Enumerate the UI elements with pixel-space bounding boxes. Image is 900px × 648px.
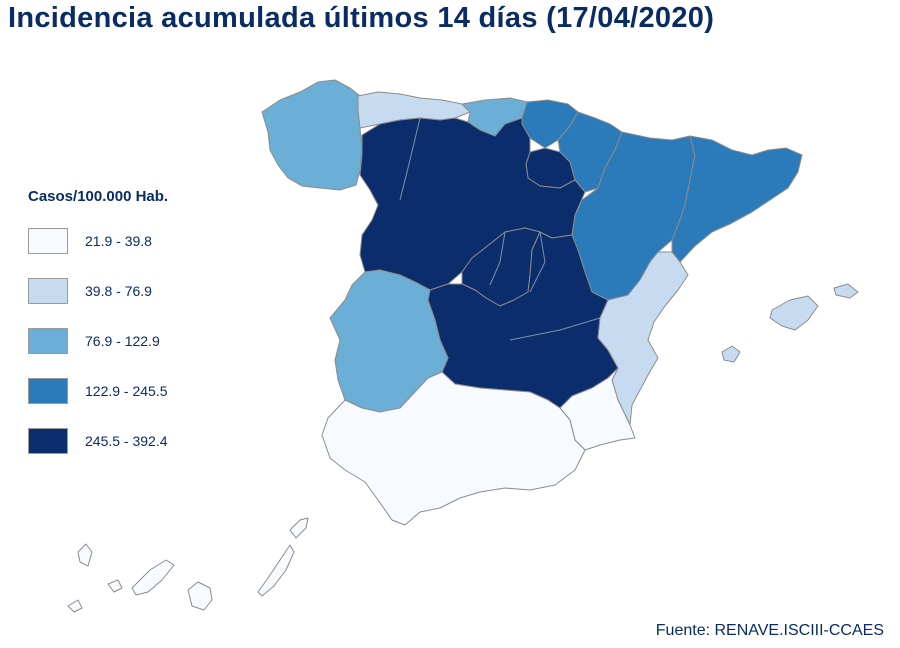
- legend-title: Casos/100.000 Hab.: [28, 188, 169, 205]
- legend-item: 21.9 - 39.8: [28, 227, 248, 255]
- region-fuerteventura[interactable]: [257, 544, 295, 597]
- region-gran-canaria[interactable]: [187, 581, 213, 611]
- region-el-hierro[interactable]: [67, 599, 83, 613]
- source-credit: Fuente: RENAVE.ISCIII-CCAES: [655, 622, 884, 639]
- legend-swatch: [28, 328, 68, 354]
- legend-swatch: [28, 228, 68, 254]
- map-title: Incidencia acumulada últimos 14 días (17…: [8, 2, 715, 34]
- legend-swatch: [28, 378, 68, 404]
- legend-item: 122.9 - 245.5: [28, 377, 248, 405]
- legend-swatch: [28, 428, 68, 454]
- legend-label: 21.9 - 39.8: [85, 233, 152, 249]
- legend-item: 245.5 - 392.4: [28, 427, 248, 455]
- region-andalucia[interactable]: [321, 371, 586, 526]
- region-valencia[interactable]: [597, 251, 689, 426]
- legend: Casos/100.000 Hab. 21.9 - 39.8 39.8 - 76…: [28, 188, 248, 477]
- region-la-gomera[interactable]: [107, 579, 123, 593]
- region-menorca[interactable]: [833, 283, 859, 299]
- region-lanzarote[interactable]: [289, 517, 309, 539]
- region-ibiza[interactable]: [721, 345, 741, 363]
- region-murcia[interactable]: [559, 367, 636, 451]
- legend-label: 245.5 - 392.4: [85, 433, 168, 449]
- region-galicia[interactable]: [261, 79, 363, 191]
- region-cataluna[interactable]: [671, 135, 803, 263]
- region-mallorca[interactable]: [769, 295, 819, 331]
- region-la-palma[interactable]: [77, 543, 93, 567]
- region-tenerife[interactable]: [131, 559, 175, 596]
- legend-label: 122.9 - 245.5: [85, 383, 168, 399]
- region-navarra[interactable]: [557, 111, 623, 193]
- legend-label: 39.8 - 76.9: [85, 283, 152, 299]
- legend-label: 76.9 - 122.9: [85, 333, 160, 349]
- legend-item: 39.8 - 76.9: [28, 277, 248, 305]
- legend-swatch: [28, 278, 68, 304]
- legend-item: 76.9 - 122.9: [28, 327, 248, 355]
